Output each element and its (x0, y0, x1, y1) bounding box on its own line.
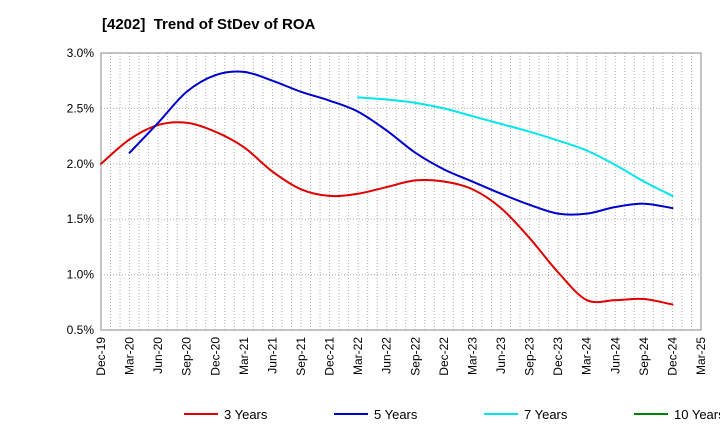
legend-label: 10 Years (674, 407, 720, 422)
x-tick-label: Jun-20 (151, 337, 165, 374)
series-line-3 (357, 96, 674, 197)
x-tick-label: Dec-24 (665, 337, 679, 376)
y-tick-label: 2.0% (67, 157, 95, 171)
y-tick-label: 0.5% (67, 323, 95, 337)
legend-label: 5 Years (374, 407, 418, 422)
x-tick-label: Jun-22 (380, 337, 394, 374)
y-tick-label: 3.0% (67, 46, 95, 60)
plot-frame (100, 52, 702, 331)
x-tick-label: Jun-24 (608, 337, 622, 374)
x-tick-label: Dec-20 (208, 337, 222, 376)
x-tick-label: Mar-22 (351, 337, 365, 375)
x-tick-label: Sep-20 (180, 337, 194, 376)
chart-title: [4202] Trend of StDev of ROA (102, 16, 316, 33)
y-tick-label: 2.5% (67, 101, 95, 115)
x-tick-label: Mar-21 (237, 337, 251, 375)
x-tick-label: Dec-19 (94, 337, 108, 376)
x-tick-label: Sep-23 (523, 337, 537, 376)
x-tick-label: Jun-23 (494, 337, 508, 374)
x-tick-label: Mar-25 (694, 337, 708, 375)
x-tick-label: Sep-24 (637, 337, 651, 376)
x-tick-label: Jun-21 (265, 337, 279, 374)
x-tick-label: Sep-22 (408, 337, 422, 376)
x-tick-label: Mar-20 (123, 337, 137, 375)
x-tick-label: Mar-23 (465, 337, 479, 375)
x-tick-label: Sep-21 (294, 337, 308, 376)
x-tick-label: Dec-22 (437, 337, 451, 376)
series-line-1 (100, 121, 674, 306)
x-tick-label: Dec-21 (323, 337, 337, 376)
y-tick-label: 1.0% (67, 268, 95, 282)
x-tick-label: Mar-24 (580, 337, 594, 375)
series-line-2 (128, 70, 674, 216)
x-tick-label: Dec-23 (551, 337, 565, 376)
y-tick-label: 1.5% (67, 212, 95, 226)
legend-label: 3 Years (224, 407, 268, 422)
legend-label: 7 Years (524, 407, 568, 422)
